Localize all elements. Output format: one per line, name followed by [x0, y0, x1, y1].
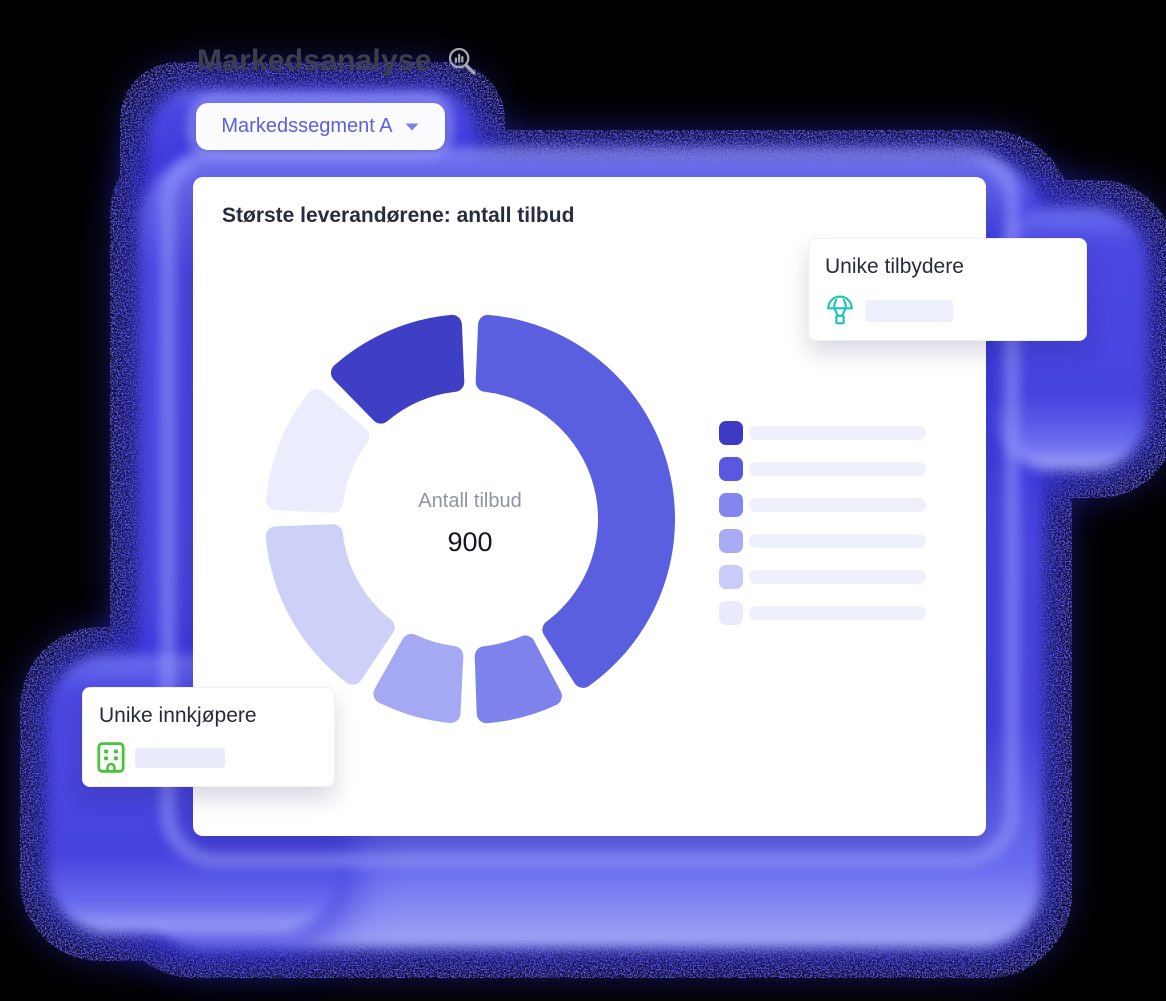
legend-label-placeholder: [749, 462, 926, 476]
legend-swatch: [719, 565, 743, 589]
legend-swatch: [719, 529, 743, 553]
donut-segment[interactable]: [265, 389, 370, 513]
legend-row: [719, 457, 926, 481]
market-segment-dropdown-label: Markedssegment A: [221, 115, 393, 137]
suppliers-value-placeholder: [865, 300, 953, 322]
legend-label-placeholder: [749, 606, 926, 620]
legend-row: [719, 529, 926, 553]
legend-row: [719, 421, 926, 445]
magnifier-chart-icon[interactable]: [446, 45, 478, 77]
buyers-value-placeholder: [135, 747, 225, 768]
legend-label-placeholder: [749, 570, 926, 584]
unique-suppliers-card: Unike tilbydere: [808, 238, 1087, 341]
donut-center-label: Antall tilbud: [418, 490, 522, 512]
chart-card: Største leverandørene: antall tilbud Ant…: [193, 177, 986, 836]
market-segment-dropdown[interactable]: Markedssegment A: [196, 103, 445, 150]
unique-suppliers-title: Unike tilbydere: [825, 255, 964, 278]
donut-segment[interactable]: [475, 314, 676, 688]
legend-row: [719, 565, 926, 589]
donut-segment[interactable]: [265, 524, 395, 685]
chevron-down-icon: [404, 122, 420, 132]
legend-swatch: [719, 601, 743, 625]
chart-card-title: Største leverandørene: antall tilbud: [222, 204, 575, 227]
legend-swatch: [719, 493, 743, 517]
donut-center-value: 900: [447, 527, 493, 557]
donut-segment[interactable]: [373, 633, 464, 724]
legend-label-placeholder: [749, 426, 926, 440]
unique-buyers-title: Unike innkjøpere: [99, 704, 257, 727]
legend-swatch: [719, 457, 743, 481]
legend-label-placeholder: [749, 534, 926, 548]
parachute-box-icon: [825, 295, 855, 327]
unique-suppliers-row: [825, 295, 953, 327]
unique-buyers-row: [97, 742, 225, 773]
header: Markedsanalyse: [197, 44, 478, 78]
legend-swatch: [719, 421, 743, 445]
donut-chart: [260, 309, 680, 729]
building-icon: [97, 742, 125, 773]
legend-row: [719, 601, 926, 625]
page-title: Markedsanalyse: [197, 44, 432, 77]
donut-segment[interactable]: [474, 635, 562, 724]
unique-buyers-card: Unike innkjøpere: [82, 687, 335, 787]
legend-label-placeholder: [749, 498, 926, 512]
legend-row: [719, 493, 926, 517]
chart-legend: [719, 421, 926, 625]
donut-segment[interactable]: [330, 314, 465, 424]
